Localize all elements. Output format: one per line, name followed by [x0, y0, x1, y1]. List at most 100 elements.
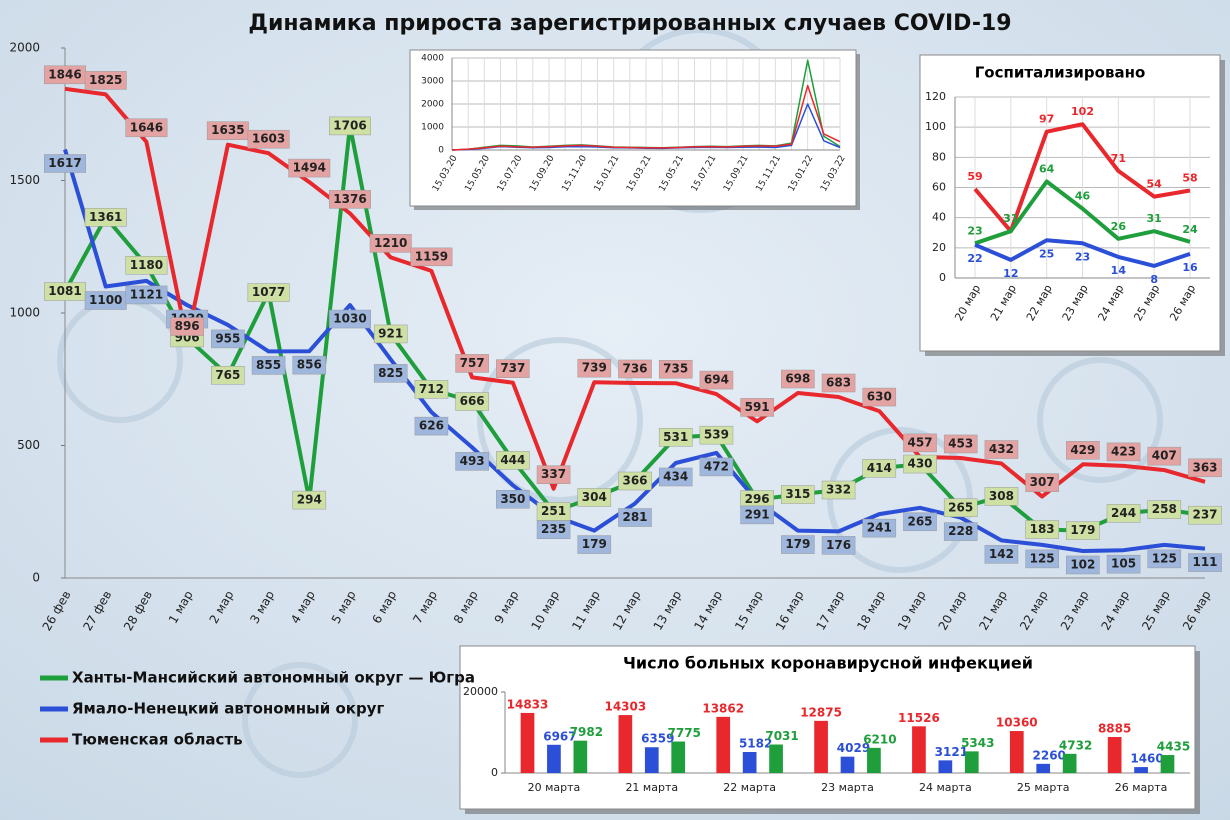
data-label: 183 [1030, 522, 1055, 536]
data-label: 856 [297, 358, 322, 372]
data-label: 1460 [1130, 752, 1163, 766]
legend-label: Ханты-Мансийский автономный округ — Югра [72, 669, 475, 687]
data-label: 3121 [935, 745, 968, 759]
data-label: 258 [1152, 502, 1177, 516]
data-label: 102 [1071, 105, 1094, 118]
bar [520, 712, 535, 773]
data-label: 825 [378, 366, 403, 380]
data-label-box [1147, 446, 1182, 466]
data-label: 296 [745, 492, 770, 506]
data-label-box [740, 398, 774, 417]
data-label: 13862 [702, 701, 744, 715]
data-label-box [821, 536, 856, 555]
data-label: 25 [1039, 247, 1054, 260]
data-label: 179 [582, 537, 607, 551]
inset-title: Число больных коронавирусной инфекцией [623, 654, 1033, 673]
x-tick-label: 23 марта [821, 781, 874, 794]
bar [1107, 737, 1122, 773]
data-label: 1706 [333, 118, 366, 132]
data-label: 59 [967, 170, 982, 183]
data-label-box [740, 505, 774, 525]
data-label: 539 [704, 428, 729, 442]
chart-title: Динамика прироста зарегистрированных слу… [248, 11, 1011, 36]
y-tick-label: 60 [932, 181, 946, 194]
data-label-box [536, 520, 571, 539]
data-label: 4732 [1059, 738, 1092, 752]
data-label-box [577, 358, 612, 378]
data-label: 14833 [507, 697, 549, 711]
bar [938, 760, 953, 773]
data-label: 235 [541, 522, 566, 536]
data-label-box [1147, 549, 1182, 569]
data-label-box [329, 116, 371, 136]
data-label: 493 [460, 454, 485, 468]
y-tick-label: 4000 [421, 54, 444, 64]
data-label-box [455, 354, 489, 373]
data-label: 307 [1030, 475, 1055, 489]
bar [547, 744, 561, 773]
y-tick-label: 2000 [9, 41, 40, 55]
series-line [451, 84, 841, 151]
data-label-box [125, 118, 168, 138]
data-label: 1159 [415, 249, 448, 263]
inset-panel [919, 54, 1221, 352]
data-label-box [984, 440, 1019, 459]
data-label-box [125, 285, 168, 305]
data-label-box [1066, 441, 1100, 460]
data-label: 16 [1182, 261, 1198, 274]
data-label-box [455, 452, 489, 471]
data-label: 472 [704, 459, 729, 473]
data-label: 237 [1192, 508, 1217, 522]
data-label-box [943, 522, 978, 541]
data-label-box [1106, 554, 1141, 574]
data-label-box [1025, 549, 1059, 569]
data-label: 363 [1192, 460, 1217, 474]
data-label: 265 [948, 500, 973, 514]
data-label-box [211, 366, 245, 385]
data-label: 26 [1111, 220, 1127, 233]
data-label-box [781, 485, 815, 504]
data-label: 31 [1003, 212, 1018, 225]
data-label: 179 [785, 537, 810, 551]
data-label: 896 [175, 319, 200, 333]
data-label: 1494 [293, 161, 326, 175]
y-tick-label: 20 [932, 241, 946, 254]
data-label: 735 [663, 362, 688, 376]
series-line [64, 86, 1206, 499]
data-label: 1100 [89, 293, 122, 307]
data-label-box [369, 234, 412, 253]
data-label: 1635 [211, 123, 244, 137]
data-label: 4029 [837, 741, 870, 755]
data-label: 1603 [252, 132, 285, 146]
data-label-box [821, 373, 856, 393]
data-label-box [1188, 458, 1222, 478]
bar [618, 715, 633, 773]
y-tick-label: 40 [932, 211, 946, 224]
data-label: 694 [704, 373, 729, 387]
data-label-box [699, 457, 734, 477]
data-label: 407 [1152, 449, 1177, 463]
data-label-box [903, 512, 937, 532]
bar [1062, 753, 1077, 773]
data-label-box [373, 324, 408, 344]
data-label: 22 [967, 252, 982, 265]
data-label: 111 [1192, 555, 1217, 569]
data-label-box [699, 425, 734, 445]
data-label-box [658, 428, 693, 447]
data-label: 8 [1150, 273, 1158, 286]
bar [644, 747, 659, 773]
data-label: 5182 [739, 737, 772, 751]
data-label: 2260 [1033, 748, 1066, 762]
data-label: 429 [1070, 443, 1095, 457]
data-label-box [455, 392, 489, 411]
data-label-box [577, 488, 612, 507]
data-label-box [414, 380, 449, 399]
data-label-box [251, 356, 286, 375]
data-label: 1121 [130, 287, 163, 301]
data-label-box [862, 518, 897, 538]
data-label: 5343 [961, 736, 994, 750]
data-label-box [44, 154, 86, 173]
data-label: 7982 [570, 725, 603, 739]
